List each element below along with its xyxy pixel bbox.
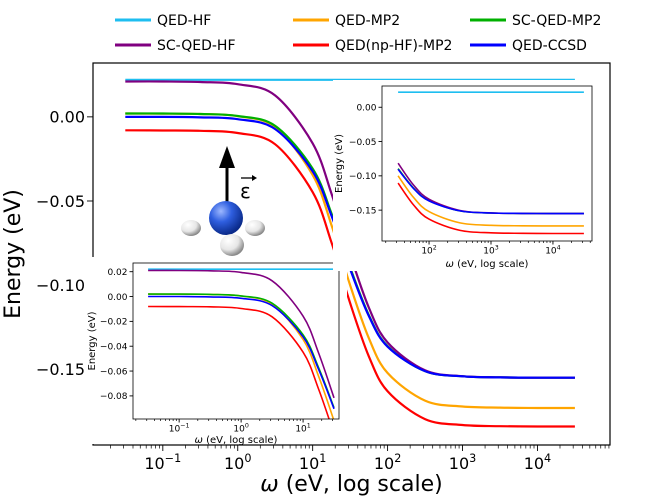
series-line-qed-ccsd xyxy=(397,168,584,215)
series-line-qed-mp2 xyxy=(397,175,584,227)
field-label: ε xyxy=(240,179,251,203)
series-lines xyxy=(397,91,584,235)
y-tick-label: −0.06 xyxy=(100,367,128,377)
x-axis-label: ω (eV, log scale) xyxy=(446,259,529,270)
y-tick-label: 0.00 xyxy=(107,293,127,303)
y-tick-label: 0.00 xyxy=(49,108,85,127)
inset-plot-low-frequency: 10−1 100 101 0.02 0.00 −0.02 −0.04 −0.06 −0.08 ω … xyxy=(86,257,347,446)
y-tick-label: −0.10 xyxy=(349,172,377,182)
inset-plot-high-frequency: 102 103 104 0.00 −0.05 −0.10 −0.15 ω (eV, log s… xyxy=(333,80,600,271)
x-tick-label: 10−1 xyxy=(169,422,190,434)
y-tick-label: −0.10 xyxy=(36,276,85,295)
x-tick-label: 102 xyxy=(421,244,436,256)
legend-item-qed-hf: QED-HF xyxy=(115,13,211,29)
legend-label: QED-CCSD xyxy=(512,38,587,54)
legend-label: SC-QED-HF xyxy=(157,38,236,54)
y-tick-label: −0.02 xyxy=(100,318,128,328)
y-tick-label: −0.05 xyxy=(349,138,377,148)
series-lines xyxy=(148,268,335,419)
x-axis-label: ω (eV, log scale) xyxy=(260,472,442,497)
ammonia-molecule-illustration: ε xyxy=(181,146,265,256)
y-tick-label: 0.00 xyxy=(356,104,376,114)
x-tick-label: 102 xyxy=(374,452,401,473)
legend-item-qed-mp2: QED-MP2 xyxy=(293,13,400,29)
legend: QED-HF QED-MP2 SC-QED-MP2 SC-QED-HF QED(np-H… xyxy=(115,13,601,54)
x-tick-label: 103 xyxy=(449,452,476,473)
series-line-qed-np-hf-mp2 xyxy=(148,305,330,419)
y-tick-label: −0.15 xyxy=(349,206,377,216)
legend-item-sc-qed-hf: SC-QED-HF xyxy=(115,38,236,54)
y-axis-label: Energy (eV) xyxy=(1,189,26,319)
series-line-qed-ccsd xyxy=(148,295,335,410)
legend-label: QED(np-HF)-MP2 xyxy=(335,38,452,54)
series-line-sc-qed-hf xyxy=(148,269,335,399)
y-axis-label: Energy (eV) xyxy=(334,134,345,193)
axes-frame xyxy=(132,262,340,420)
x-axis-label: ω (eV, log scale) xyxy=(195,435,278,446)
legend-label: QED-MP2 xyxy=(335,13,400,29)
legend-item-qed-ccsd: QED-CCSD xyxy=(470,38,587,54)
y-tick-label: −0.08 xyxy=(100,392,128,402)
series-line-qed-np-hf-mp2 xyxy=(397,182,584,235)
legend-label: QED-HF xyxy=(157,13,211,29)
series-line-qed-np-hf-mp2 xyxy=(125,129,575,428)
legend-item-sc-qed-mp2: SC-QED-MP2 xyxy=(470,13,601,29)
x-tick-label: 100 xyxy=(224,452,251,473)
field-arrow-head xyxy=(219,146,235,168)
x-tick-label: 103 xyxy=(483,244,498,256)
y-tick-label: −0.05 xyxy=(36,192,85,211)
hydrogen-atom xyxy=(245,220,265,236)
y-axis-label: Energy (eV) xyxy=(87,311,98,370)
inset-background xyxy=(333,80,600,271)
y-tick-label: 0.02 xyxy=(107,268,127,278)
y-tick-label: −0.04 xyxy=(100,342,128,352)
x-tick-label: 101 xyxy=(295,422,310,434)
nitrogen-atom xyxy=(209,201,243,235)
x-tick-label: 100 xyxy=(233,422,248,434)
x-tick-label: 104 xyxy=(524,452,551,473)
vector-arrow-head-icon xyxy=(252,175,257,181)
legend-item-qed-np-hf-mp2: QED(np-HF)-MP2 xyxy=(293,38,452,54)
inset-background xyxy=(86,257,347,444)
x-tick-label: 10−1 xyxy=(144,452,181,473)
legend-label: SC-QED-MP2 xyxy=(512,13,601,29)
hydrogen-atom xyxy=(181,220,201,236)
axes-frame xyxy=(381,85,593,242)
hydrogen-atom xyxy=(220,234,244,256)
axes-frame xyxy=(92,62,611,446)
y-tick-label: −0.15 xyxy=(36,360,85,379)
x-tick-label: 101 xyxy=(299,452,326,473)
x-tick-label: 104 xyxy=(545,244,560,256)
